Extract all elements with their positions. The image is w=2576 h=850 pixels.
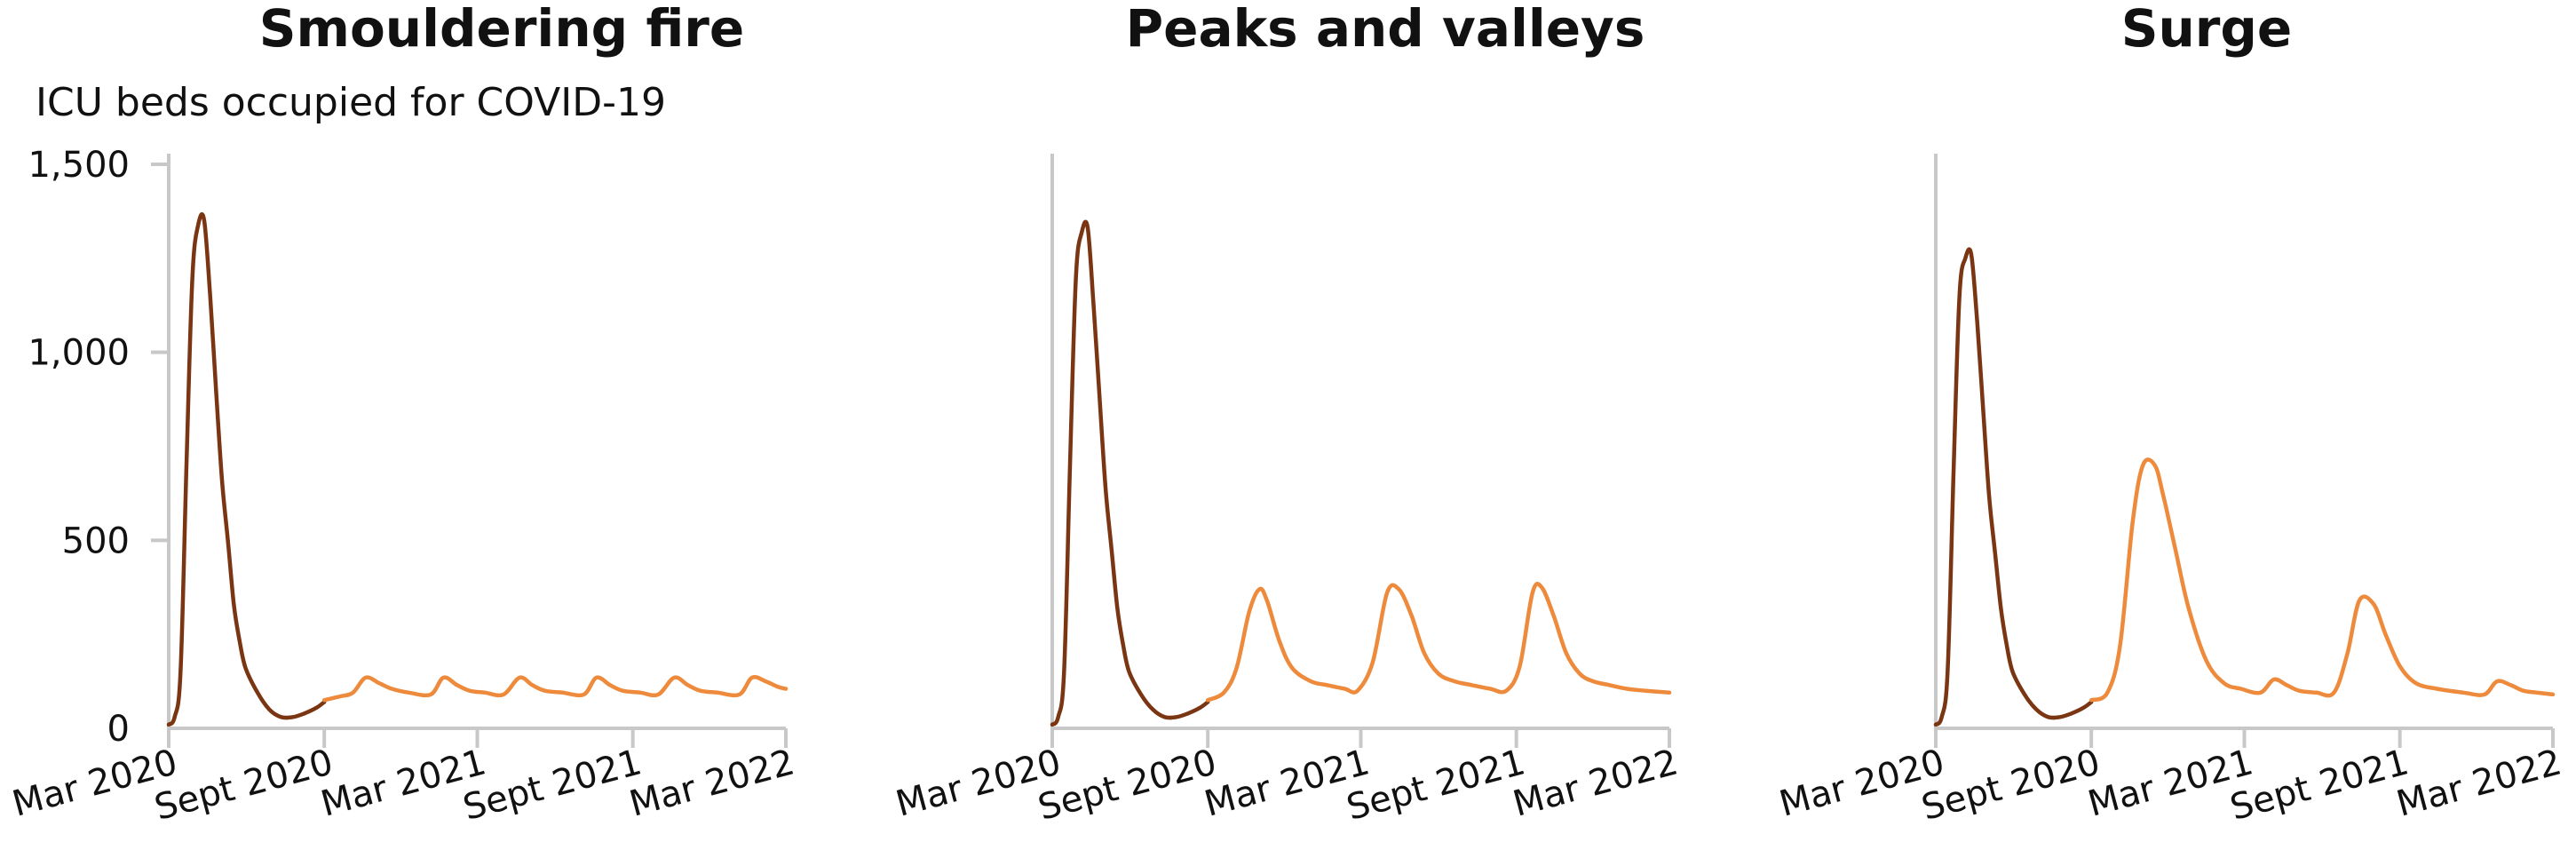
x-tick-label: Sept 2020 (1034, 742, 1220, 829)
x-tick-label: Mar 2022 (1509, 742, 1682, 825)
x-tick-label: Sept 2021 (459, 742, 646, 829)
series-line-observed (166, 211, 327, 727)
x-tick-label: Mar 2022 (2392, 742, 2565, 825)
x-tick-label: Mar 2021 (1201, 742, 1374, 825)
x-tick-label: Mar 2020 (1775, 742, 1948, 825)
x-tick-label: Mar 2020 (892, 742, 1065, 825)
x-tick-label: Mar 2021 (317, 742, 490, 825)
x-tick-label: Sept 2021 (2226, 742, 2413, 829)
y-tick-label: 0 (107, 709, 130, 750)
y-tick-label: 500 (62, 520, 130, 561)
y-tick-label: 1,500 (28, 145, 130, 186)
y-tick-label: 1,000 (28, 333, 130, 374)
chart-title: Peaks and valleys (1126, 0, 1645, 59)
x-tick-label: Mar 2020 (8, 742, 181, 825)
series-line-projected (2089, 457, 2556, 703)
x-tick-label: Sept 2021 (1343, 742, 1529, 829)
series-line-observed (1933, 247, 2094, 727)
x-tick-label: Mar 2021 (2084, 742, 2257, 825)
x-tick-label: Sept 2020 (1917, 742, 2104, 829)
x-tick-label: Mar 2022 (625, 742, 798, 825)
series-line-projected (321, 674, 789, 703)
series-line-observed (1050, 219, 1210, 727)
chart-title: Surge (2121, 0, 2293, 59)
x-tick-label: Sept 2020 (150, 742, 337, 829)
chart-title: Smouldering fire (259, 0, 745, 59)
series-line-projected (1205, 582, 1672, 703)
y-axis-label: ICU beds occupied for COVID-19 (36, 80, 666, 125)
